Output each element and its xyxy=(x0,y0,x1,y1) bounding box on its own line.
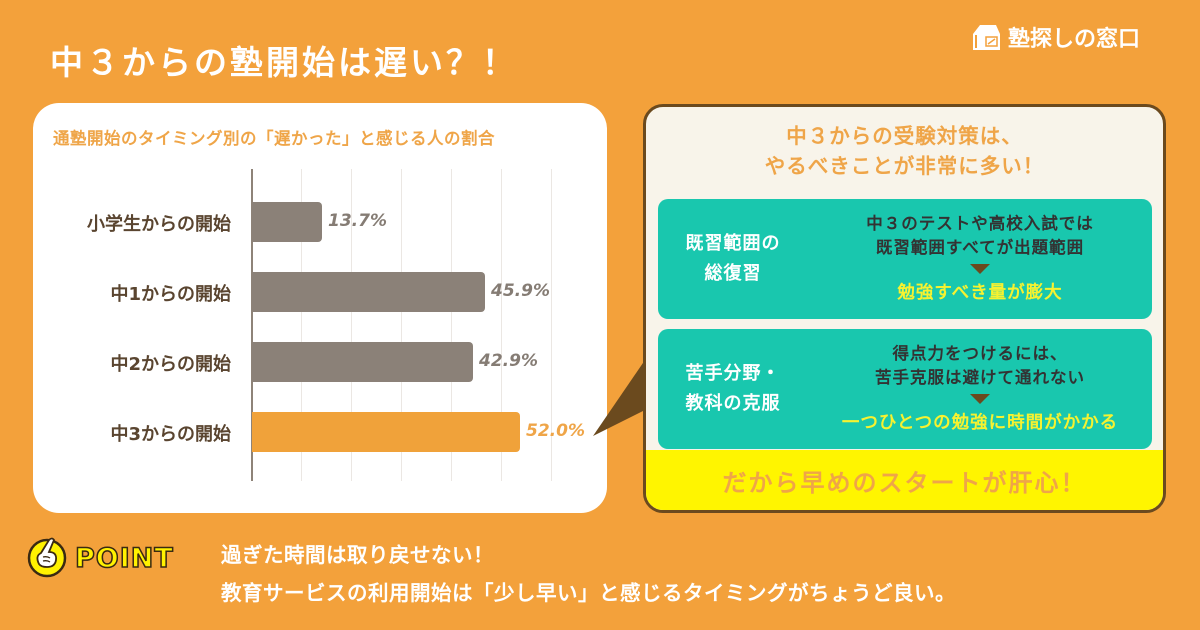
card-label: 苦手分野・ 教科の克服 xyxy=(658,329,808,449)
info-panel: 中３からの受験対策は、 やるべきことが非常に多い！ 既習範囲の 総復習 中３のテ… xyxy=(643,104,1166,513)
card-body: 得点力をつけるには、 苦手克服は避けて通れない 一つひとつの勉強に時間がかかる xyxy=(808,329,1152,449)
card-body: 中３のテストや高校入試では 既習範囲すべてが出題範囲 勉強すべき量が膨大 xyxy=(808,199,1152,319)
bar-value: 45.9% xyxy=(491,281,550,301)
point-text: 過ぎた時間は取り戻せない！ 教育サービスの利用開始は「少し早い」と感じるタイミン… xyxy=(221,536,956,612)
category-label: 中1からの開始 xyxy=(110,284,231,305)
chart-title: 通塾開始のタイミング別の「遅かった」と感じる人の割合 xyxy=(53,129,495,148)
point-badge: POINT xyxy=(25,534,174,582)
card-label-line1: 既習範囲の xyxy=(685,233,781,254)
point-label: POINT xyxy=(74,542,174,575)
conclusion-banner: だから早めのスタートが肝心！ xyxy=(646,450,1163,510)
bar-jh1 xyxy=(252,272,485,312)
category-label: 小学生からの開始 xyxy=(87,214,231,235)
bar-jh2 xyxy=(252,342,473,382)
callout-pointer xyxy=(593,360,645,436)
card-result: 勉強すべき量が膨大 xyxy=(897,283,1063,303)
info-heading: 中３からの受験対策は、 やるべきことが非常に多い！ xyxy=(646,121,1163,181)
card-desc-line2: 既習範囲すべてが出題範囲 xyxy=(875,238,1085,257)
info-heading-line2: やるべきことが非常に多い！ xyxy=(764,154,1045,178)
gridline xyxy=(551,169,552,481)
gridline xyxy=(451,169,452,481)
down-triangle-icon xyxy=(970,264,990,274)
gridline xyxy=(351,169,352,481)
reason-card-weakness: 苦手分野・ 教科の克服 得点力をつけるには、 苦手克服は避けて通れない 一つひと… xyxy=(658,329,1152,449)
card-label-line2: 教科の克服 xyxy=(685,393,781,414)
info-heading-line1: 中３からの受験対策は、 xyxy=(786,124,1023,148)
reason-card-review: 既習範囲の 総復習 中３のテストや高校入試では 既習範囲すべてが出題範囲 勉強す… xyxy=(658,199,1152,319)
school-house-icon xyxy=(970,22,1002,52)
down-triangle-icon xyxy=(970,394,990,404)
gridline xyxy=(401,169,402,481)
card-label-line1: 苦手分野・ xyxy=(685,363,781,384)
brand-logo[interactable]: 塾探しの窓口 xyxy=(970,20,1140,54)
card-desc-line1: 得点力をつけるには、 xyxy=(892,344,1068,363)
card-label: 既習範囲の 総復習 xyxy=(658,199,808,319)
logo-text: 塾探しの窓口 xyxy=(1008,27,1141,52)
card-label-line2: 総復習 xyxy=(704,263,762,284)
category-label: 中3からの開始 xyxy=(110,424,231,445)
bar-elementary xyxy=(252,202,322,242)
card-desc-line1: 中３のテストや高校入試では xyxy=(866,214,1094,233)
pointing-hand-icon xyxy=(25,534,69,582)
point-line2: 教育サービスの利用開始は「少し早い」と感じるタイミングがちょうど良い。 xyxy=(221,581,956,605)
bar-value-highlight: 52.0% xyxy=(526,421,585,441)
card-result: 一つひとつの勉強に時間がかかる xyxy=(841,413,1119,433)
card-desc-line2: 苦手克服は避けて通れない xyxy=(875,368,1085,387)
gridline xyxy=(301,169,302,481)
gridline xyxy=(501,169,502,481)
bar-jh3-highlight xyxy=(252,412,520,452)
y-axis-line xyxy=(251,169,253,481)
chart-panel: 通塾開始のタイミング別の「遅かった」と感じる人の割合 小学生からの開始 13.7… xyxy=(33,103,607,513)
category-label: 中2からの開始 xyxy=(110,354,231,375)
bar-chart: 小学生からの開始 13.7% 中1からの開始 45.9% 中2からの開始 42.… xyxy=(87,169,585,481)
bar-value: 13.7% xyxy=(328,211,387,231)
point-line1: 過ぎた時間は取り戻せない！ xyxy=(221,543,494,567)
bar-value: 42.9% xyxy=(479,351,538,371)
page-title: 中３からの塾開始は遅い？！ xyxy=(50,43,518,82)
